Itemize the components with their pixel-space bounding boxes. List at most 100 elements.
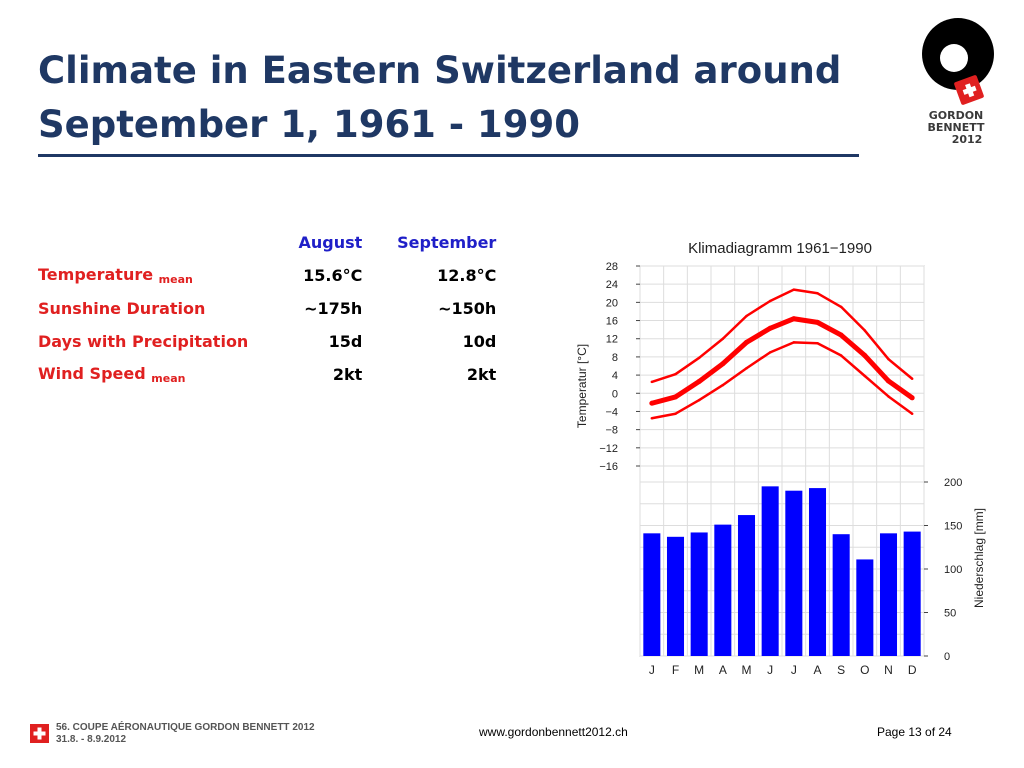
temperature-tick-label: 4 — [612, 370, 618, 382]
temperature-point — [816, 342, 819, 345]
temperature-point — [910, 412, 914, 415]
slide-title: Climate in Eastern Switzerland around Se… — [38, 44, 858, 152]
temperature-tick-label: −12 — [599, 443, 618, 455]
precipitation-axis-label: Niederschlag [mm] — [972, 508, 986, 608]
temperature-tick-label: 20 — [606, 297, 618, 309]
row-label-sub: mean — [158, 273, 193, 286]
temperature-point — [887, 395, 890, 398]
swiss-flag-icon — [30, 724, 49, 743]
precipitation-axis: 200 150 100 50 0 — [924, 477, 962, 663]
precipitation-bars — [643, 486, 921, 656]
precipitation-tick-label: 200 — [944, 477, 962, 489]
footer-website-link[interactable]: www.gordonbennett2012.ch — [479, 725, 628, 739]
table-row: Days with Precipitation 15d 10d — [34, 325, 500, 358]
temperature-point — [673, 394, 678, 400]
precipitation-bar — [832, 534, 850, 656]
temperature-lines — [649, 288, 915, 420]
temperature-tick-label: 8 — [612, 352, 618, 364]
temperature-tick-label: 28 — [606, 261, 618, 273]
cell-august: 15d — [328, 332, 363, 351]
temperature-point — [720, 361, 726, 367]
page-number: Page 13 of 24 — [877, 725, 952, 739]
row-label-text: Sunshine Duration — [38, 299, 206, 318]
event-dates: 31.8. - 8.9.2012 — [56, 734, 127, 745]
footer-event: 56. COUPE AÉRONAUTIQUE GORDON BENNETT 20… — [56, 722, 315, 746]
temperature-point — [767, 325, 773, 331]
temperature-axis-label: Temperatur [°C] — [575, 344, 589, 428]
row-label: Sunshine Duration — [34, 292, 270, 325]
precipitation-bar — [903, 531, 921, 656]
temperature-point — [649, 400, 655, 406]
title-underline — [38, 154, 859, 157]
temperature-point — [887, 357, 890, 361]
temperature-point — [839, 305, 843, 309]
month-tick-label: F — [672, 663, 679, 677]
temp-max-line — [651, 288, 913, 384]
month-tick-label: M — [694, 663, 704, 677]
temperature-tick-label: −8 — [605, 425, 618, 437]
table-header-row: August September — [34, 226, 500, 259]
logo-line-3: 2012 — [951, 133, 983, 146]
temperature-point — [745, 314, 748, 318]
temperature-point — [909, 395, 915, 401]
row-label: Days with Precipitation — [34, 325, 270, 358]
temperature-point — [816, 292, 819, 295]
row-label-sub: mean — [151, 372, 186, 385]
precipitation-tick-label: 0 — [944, 651, 950, 663]
month-tick-label: A — [813, 663, 821, 677]
cell-august: 2kt — [332, 365, 363, 384]
precipitation-bar — [666, 536, 685, 656]
temperature-point — [791, 316, 797, 322]
cell-september: 10d — [462, 332, 497, 351]
row-label: Wind Speed mean — [34, 358, 270, 391]
temperature-point — [838, 332, 844, 338]
grid-lines — [639, 265, 925, 657]
temperature-point — [650, 417, 654, 420]
temperature-point — [863, 374, 867, 378]
temperature-point — [697, 398, 701, 402]
title-line-1: Climate in Eastern Switzerland around — [38, 49, 842, 92]
month-tick-label: S — [837, 663, 845, 677]
temperature-point — [839, 354, 843, 357]
precipitation-tick-label: 50 — [944, 608, 956, 620]
month-tick-label: J — [791, 663, 797, 677]
temperature-point — [886, 378, 891, 384]
month-tick-label: J — [767, 663, 773, 677]
temperature-point — [721, 337, 725, 340]
month-tick-label: N — [884, 663, 893, 677]
temperature-point — [696, 378, 702, 384]
climate-table: August September Temperature mean 15.6°C… — [34, 226, 500, 391]
cell-august: 15.6°C — [303, 266, 363, 285]
cell-september: 12.8°C — [437, 266, 497, 285]
month-tick-label: J — [649, 663, 655, 677]
table-row: Sunshine Duration ~175h ~150h — [34, 292, 500, 325]
logo-wordmark: GORDON BENNETT 2012 — [906, 110, 1006, 146]
temperature-tick-label: −16 — [599, 461, 618, 473]
temperature-tick-label: 0 — [612, 388, 618, 400]
precipitation-bar — [785, 490, 803, 656]
table-row: Wind Speed mean 2kt 2kt — [34, 358, 500, 391]
column-header-august: August — [298, 233, 363, 252]
temperature-point — [650, 380, 654, 384]
row-label-text: Temperature — [38, 265, 154, 284]
temperature-point — [768, 351, 772, 354]
temperature-point — [674, 372, 677, 376]
temperature-point — [792, 341, 796, 344]
precipitation-tick-label: 150 — [944, 521, 962, 533]
month-tick-label: D — [908, 663, 917, 677]
logo-line-1: GORDON — [928, 109, 984, 122]
table-corner — [34, 226, 270, 259]
precipitation-bar — [879, 533, 898, 656]
chart-title: Klimadiagramm 1961−1990 — [688, 240, 872, 257]
precipitation-bar — [737, 515, 756, 656]
column-header-september: September — [397, 233, 497, 252]
cell-august: ~175h — [304, 299, 363, 318]
precipitation-tick-label: 100 — [944, 564, 962, 576]
precipitation-bar — [761, 486, 779, 656]
temperature-tick-label: 16 — [606, 316, 618, 328]
climate-chart: Klimadiagramm 1961−1990 28 24 20 16 12 8 4 0 −4 −… — [575, 240, 986, 677]
row-label-text: Wind Speed — [38, 364, 146, 383]
month-tick-label: M — [742, 663, 752, 677]
month-tick-label: A — [719, 663, 727, 677]
